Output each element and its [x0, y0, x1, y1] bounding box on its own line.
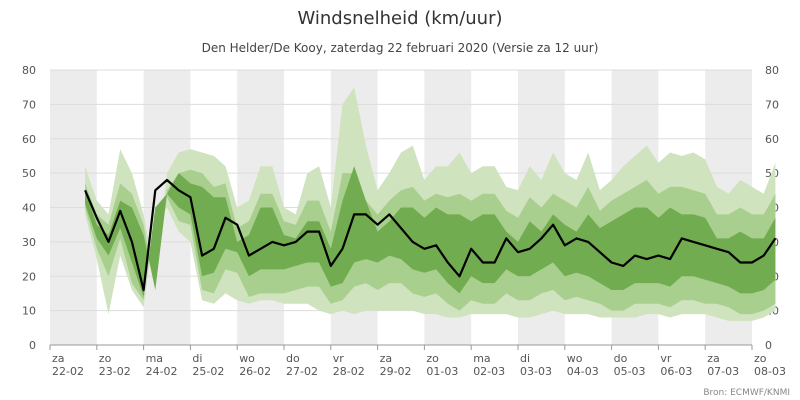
- chart-title: Windsnelheid (km/uur): [297, 8, 502, 29]
- x-tick-date: 07-03: [707, 365, 739, 378]
- x-tick-date: 05-03: [614, 365, 646, 378]
- x-tick-date: 01-03: [426, 365, 458, 378]
- chart-subtitle: Den Helder/De Kooy, zaterdag 22 februari…: [202, 41, 599, 55]
- y-tick-label: 10: [22, 305, 36, 318]
- x-tick-day: do: [614, 352, 628, 365]
- y-tick-label: 0: [29, 339, 36, 352]
- x-tick-date: 29-02: [380, 365, 412, 378]
- x-tick-date: 25-02: [192, 365, 224, 378]
- y-tick-label: 20: [22, 270, 36, 283]
- y-tick-label: 30: [22, 236, 36, 249]
- y-tick-label: 70: [22, 98, 36, 111]
- y-tick-label: 70: [765, 98, 779, 111]
- median-line-group: [84, 178, 777, 292]
- x-tick-date: 06-03: [660, 365, 692, 378]
- x-axis: za22-02zo23-02ma24-02di25-02wo26-02do27-…: [49, 344, 786, 378]
- y-tick-label: 80: [765, 64, 779, 77]
- x-tick-day: zo: [426, 352, 439, 365]
- x-tick-date: 27-02: [286, 365, 318, 378]
- x-tick-day: di: [192, 352, 202, 365]
- x-tick-date: 24-02: [146, 365, 178, 378]
- x-tick-date: 04-03: [567, 365, 599, 378]
- x-tick-day: za: [52, 352, 65, 365]
- x-tick-date: 23-02: [99, 365, 131, 378]
- x-tick-day: za: [707, 352, 720, 365]
- credit-text: Bron: ECMWF/KNMI: [703, 388, 790, 398]
- x-tick-date: 22-02: [52, 365, 84, 378]
- x-tick-date: 02-03: [473, 365, 505, 378]
- y-tick-label: 0: [765, 339, 772, 352]
- y-tick-label: 80: [22, 64, 36, 77]
- core-range-area: [85, 166, 776, 297]
- x-tick-day: vr: [333, 352, 345, 365]
- x-tick-date: 03-03: [520, 365, 552, 378]
- y-tick-label: 50: [22, 167, 36, 180]
- x-tick-day: do: [286, 352, 300, 365]
- x-tick-day: zo: [754, 352, 767, 365]
- x-tick-day: ma: [473, 352, 490, 365]
- x-tick-day: zo: [99, 352, 112, 365]
- x-tick-day: di: [520, 352, 530, 365]
- x-tick-day: wo: [239, 352, 255, 365]
- x-tick-date: 28-02: [333, 365, 365, 378]
- x-tick-day: vr: [660, 352, 672, 365]
- y-tick-label: 60: [22, 133, 36, 146]
- x-tick-day: za: [380, 352, 393, 365]
- uncertainty-areas: [85, 87, 776, 321]
- x-tick-date: 08-03: [754, 365, 786, 378]
- x-tick-date: 26-02: [239, 365, 271, 378]
- median-line: [84, 178, 777, 292]
- x-tick-day: wo: [567, 352, 583, 365]
- y-tick-label: 40: [22, 202, 36, 215]
- y-tick-label: 60: [765, 133, 779, 146]
- y-axis-left: 0 10 20 30 40 50 60 70 80: [22, 64, 36, 352]
- x-tick-day: ma: [146, 352, 163, 365]
